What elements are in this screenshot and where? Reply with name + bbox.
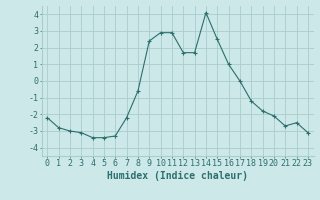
X-axis label: Humidex (Indice chaleur): Humidex (Indice chaleur) <box>107 171 248 181</box>
